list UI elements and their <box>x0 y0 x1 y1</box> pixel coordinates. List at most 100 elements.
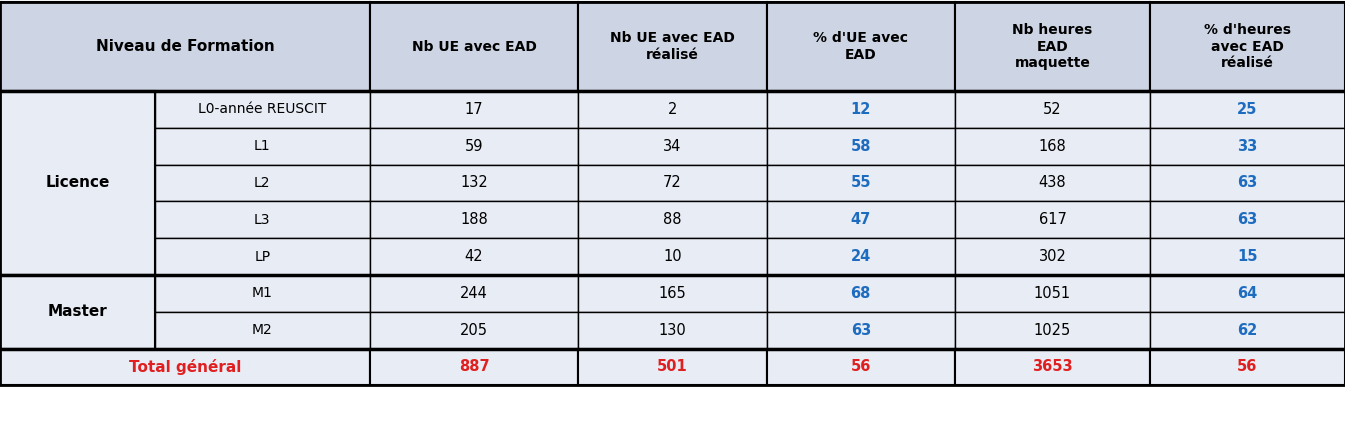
Bar <box>578 201 767 238</box>
Bar <box>1150 312 1345 349</box>
Bar <box>578 91 767 128</box>
Bar <box>955 238 1150 275</box>
Text: 64: 64 <box>1237 286 1258 301</box>
Text: 17: 17 <box>465 102 483 117</box>
Text: 47: 47 <box>850 212 872 227</box>
Text: 887: 887 <box>459 360 490 374</box>
Bar <box>155 128 370 165</box>
Text: 55: 55 <box>850 176 872 190</box>
Text: 302: 302 <box>1038 249 1067 264</box>
Text: M2: M2 <box>252 323 273 337</box>
Text: Licence: Licence <box>46 176 109 190</box>
Text: 244: 244 <box>460 286 488 301</box>
Text: Nb heures
EAD
maquette: Nb heures EAD maquette <box>1013 23 1092 70</box>
Bar <box>1150 2 1345 91</box>
Bar <box>955 91 1150 128</box>
Bar <box>767 312 955 349</box>
Bar <box>155 275 370 312</box>
Text: 25: 25 <box>1237 102 1258 117</box>
Text: % d'heures
avec EAD
réalisé: % d'heures avec EAD réalisé <box>1204 23 1291 70</box>
Text: L1: L1 <box>254 139 270 153</box>
Text: Master: Master <box>47 304 108 319</box>
Text: Nb UE avec EAD
réalisé: Nb UE avec EAD réalisé <box>611 31 734 62</box>
Bar <box>155 238 370 275</box>
Text: 12: 12 <box>850 102 872 117</box>
Bar <box>1150 275 1345 312</box>
Text: 24: 24 <box>850 249 872 264</box>
Bar <box>578 275 767 312</box>
Bar <box>578 165 767 201</box>
Text: 52: 52 <box>1044 102 1061 117</box>
Bar <box>155 201 370 238</box>
Bar <box>1150 165 1345 201</box>
Text: 72: 72 <box>663 176 682 190</box>
Text: 63: 63 <box>1237 212 1258 227</box>
Bar <box>955 2 1150 91</box>
Bar <box>578 312 767 349</box>
Bar <box>767 2 955 91</box>
Text: 165: 165 <box>659 286 686 301</box>
Bar <box>578 238 767 275</box>
Text: 188: 188 <box>460 212 488 227</box>
Bar <box>370 2 578 91</box>
Text: 2: 2 <box>668 102 677 117</box>
Bar <box>0 91 155 275</box>
Text: 15: 15 <box>1237 249 1258 264</box>
Text: 3653: 3653 <box>1032 360 1073 374</box>
Text: 132: 132 <box>460 176 488 190</box>
Text: Nb UE avec EAD: Nb UE avec EAD <box>412 39 537 54</box>
Bar <box>1150 201 1345 238</box>
Text: 205: 205 <box>460 323 488 338</box>
Bar <box>767 349 955 385</box>
Text: 62: 62 <box>1237 323 1258 338</box>
Text: L2: L2 <box>254 176 270 190</box>
Bar <box>370 349 578 385</box>
Bar <box>0 275 155 349</box>
Bar <box>955 275 1150 312</box>
Bar <box>578 2 767 91</box>
Text: 1051: 1051 <box>1034 286 1071 301</box>
Text: Niveau de Formation: Niveau de Formation <box>95 39 274 54</box>
Bar <box>767 201 955 238</box>
Text: 130: 130 <box>659 323 686 338</box>
Bar <box>1150 128 1345 165</box>
Bar <box>370 128 578 165</box>
Text: 34: 34 <box>663 139 682 154</box>
Bar <box>767 165 955 201</box>
Text: 617: 617 <box>1038 212 1067 227</box>
Text: L0-année REUSCIT: L0-année REUSCIT <box>198 102 327 116</box>
Text: 56: 56 <box>1237 360 1258 374</box>
Text: Total général: Total général <box>129 359 241 375</box>
Bar <box>370 201 578 238</box>
Bar <box>955 349 1150 385</box>
Bar <box>578 349 767 385</box>
Bar <box>1150 91 1345 128</box>
Bar <box>578 128 767 165</box>
Bar <box>0 2 370 91</box>
Bar <box>370 275 578 312</box>
Text: 59: 59 <box>465 139 483 154</box>
Text: 88: 88 <box>663 212 682 227</box>
Bar <box>955 201 1150 238</box>
Text: 10: 10 <box>663 249 682 264</box>
Bar <box>155 165 370 201</box>
Bar <box>955 128 1150 165</box>
Text: % d'UE avec
EAD: % d'UE avec EAD <box>814 31 908 62</box>
Bar <box>1150 349 1345 385</box>
Bar <box>370 165 578 201</box>
Text: 33: 33 <box>1237 139 1258 154</box>
Bar <box>370 312 578 349</box>
Text: L3: L3 <box>254 213 270 227</box>
Text: 58: 58 <box>850 139 872 154</box>
Bar <box>155 312 370 349</box>
Bar <box>370 91 578 128</box>
Text: LP: LP <box>254 250 270 264</box>
Text: 168: 168 <box>1038 139 1067 154</box>
Bar <box>767 238 955 275</box>
Text: 42: 42 <box>465 249 483 264</box>
Bar <box>155 91 370 128</box>
Bar <box>0 349 370 385</box>
Bar <box>370 238 578 275</box>
Bar <box>955 165 1150 201</box>
Bar <box>767 91 955 128</box>
